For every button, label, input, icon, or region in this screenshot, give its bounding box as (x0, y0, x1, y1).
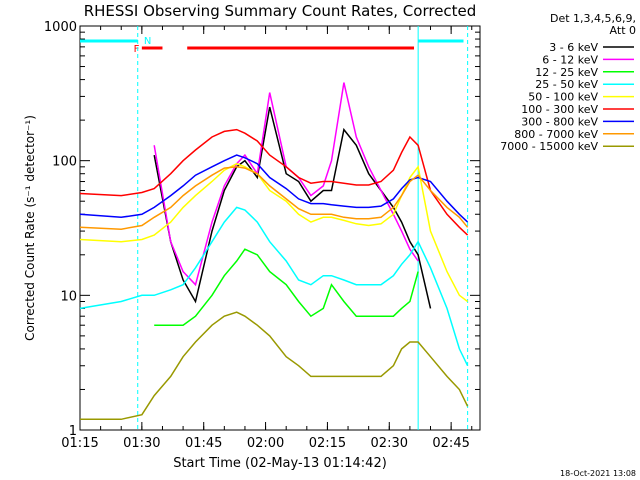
legend-label: 6 - 12 keV (542, 53, 598, 66)
legend-label: 50 - 100 keV (528, 91, 598, 104)
series-line-6 (79, 154, 469, 223)
series-line-4 (79, 162, 469, 303)
legend-label: 25 - 50 keV (535, 78, 598, 91)
x-tick-label: 01:15 (61, 436, 98, 451)
legend-title-line-2: Att 0 (610, 24, 636, 37)
x-tick-label: 01:45 (185, 436, 222, 451)
y-tick-label: 1 (69, 424, 77, 439)
axis-ticks: 01:15 01:30 01:45 02:00 02:15 02:30 02:45 1 10 10… (44, 20, 480, 451)
x-tick-label: 01:30 (123, 436, 160, 451)
y-axis-label: Corrected Count Rate (s⁻¹ detector⁻¹) (23, 115, 37, 341)
series-line-3 (79, 206, 469, 367)
flag-label-n: N (144, 36, 151, 47)
legend-label: 7000 - 15000 keV (500, 140, 598, 153)
flag-bars: FN (80, 26, 469, 430)
y-tick-label: 100 (52, 155, 77, 170)
flag-label-f: F (134, 44, 140, 55)
legend-label: 800 - 7000 keV (514, 128, 598, 141)
chart-title: RHESSI Observing Summary Count Rates, Co… (84, 2, 477, 20)
footer-date: 18-Oct-2021 13:08 (560, 469, 636, 478)
legend-label: 100 - 300 keV (521, 103, 598, 116)
legend-title-line-1: Det 1,3,4,5,6,9, (550, 12, 636, 25)
series-line-8 (80, 311, 469, 421)
series-group (79, 82, 469, 421)
legend-label: 3 - 6 keV (549, 41, 598, 54)
legend-label: 300 - 800 keV (521, 115, 598, 128)
y-tick-label: 1000 (44, 20, 77, 35)
legend-label: 12 - 25 keV (535, 66, 598, 79)
x-tick-label: 02:45 (432, 436, 469, 451)
x-tick-label: 02:15 (309, 436, 346, 451)
x-axis-label: Start Time (02-May-13 01:14:42) (173, 456, 387, 471)
series-line-5 (79, 128, 469, 236)
x-tick-label: 02:00 (247, 436, 284, 451)
y-tick-label: 10 (60, 289, 77, 304)
x-tick-label: 02:30 (371, 436, 408, 451)
series-line-7 (79, 166, 469, 230)
series-line-2 (154, 248, 419, 326)
